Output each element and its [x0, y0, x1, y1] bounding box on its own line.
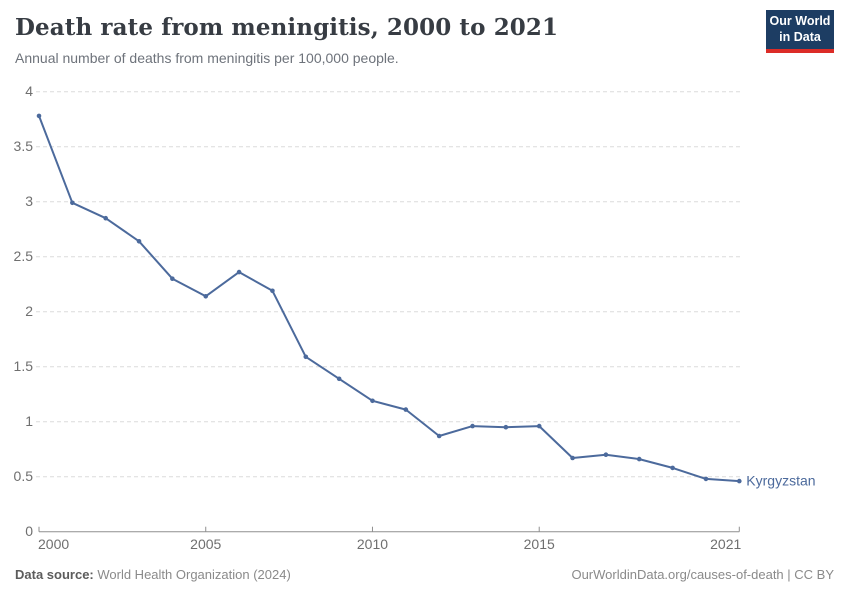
x-axis-tick-label: 2005 — [190, 536, 221, 552]
x-axis-tick-label: 2021 — [710, 536, 741, 552]
data-point-marker[interactable] — [603, 452, 609, 458]
page-subtitle: Annual number of deaths from meningitis … — [15, 50, 399, 66]
data-point-marker[interactable] — [470, 423, 475, 429]
data-source-label: Data source: — [15, 567, 94, 582]
y-axis-tick-label: 3 — [25, 193, 33, 209]
data-point-marker[interactable] — [436, 433, 442, 439]
y-axis-tick-label: 3.5 — [14, 138, 34, 154]
series-line-kyrgyzstan[interactable] — [38, 114, 741, 483]
data-point-marker[interactable] — [136, 239, 142, 244]
data-source-value: World Health Organization (2024) — [93, 567, 291, 582]
data-point-marker[interactable] — [370, 398, 375, 404]
data-point-marker[interactable] — [270, 288, 275, 294]
y-axis-tick-label: 1 — [25, 413, 33, 429]
data-point-marker[interactable] — [103, 215, 108, 221]
x-axis-tick-label: 2015 — [524, 536, 555, 552]
data-point-marker[interactable] — [336, 376, 342, 382]
data-point-marker[interactable] — [703, 476, 709, 482]
data-point-marker[interactable] — [570, 455, 575, 461]
series-label-kyrgyzstan[interactable]: Kyrgyzstan — [746, 473, 815, 489]
y-axis-tick-label: 2.5 — [14, 248, 34, 264]
y-axis-tick-label: 4 — [25, 83, 33, 99]
data-point-marker[interactable] — [737, 478, 742, 484]
page-title: Death rate from meningitis, 2000 to 2021 — [15, 14, 559, 41]
x-axis-tick-label: 2010 — [357, 536, 388, 552]
owid-logo-line2: in Data — [779, 29, 821, 44]
data-point-marker[interactable] — [403, 407, 409, 412]
chart-header: Death rate from meningitis, 2000 to 2021… — [15, 14, 754, 66]
data-point-marker[interactable] — [203, 294, 209, 299]
data-point-marker[interactable] — [70, 200, 75, 206]
y-axis-tick-label: 0.5 — [14, 468, 34, 484]
data-point-marker[interactable] — [236, 269, 242, 275]
y-axis-tick-label: 1.5 — [14, 358, 34, 374]
data-source-note: Data source: World Health Organization (… — [15, 567, 291, 582]
x-axis-tick-label: 2000 — [38, 536, 69, 552]
data-point-marker[interactable] — [636, 456, 642, 462]
data-point-marker[interactable] — [170, 276, 175, 282]
data-point-marker[interactable] — [36, 113, 42, 119]
data-point-marker[interactable] — [303, 354, 309, 360]
owid-credit-link[interactable]: OurWorldinData.org/causes-of-death | CC … — [571, 567, 834, 582]
owid-logo-line1: Our World — [769, 14, 831, 29]
y-axis-tick-label: 0 — [25, 523, 33, 539]
data-point-marker[interactable] — [503, 424, 509, 430]
data-point-marker[interactable] — [536, 423, 542, 429]
y-axis-tick-label: 2 — [25, 303, 33, 319]
chart-footer: Data source: World Health Organization (… — [15, 567, 834, 582]
data-point-marker[interactable] — [670, 465, 675, 471]
owid-logo[interactable]: Our World in Data — [766, 10, 834, 53]
